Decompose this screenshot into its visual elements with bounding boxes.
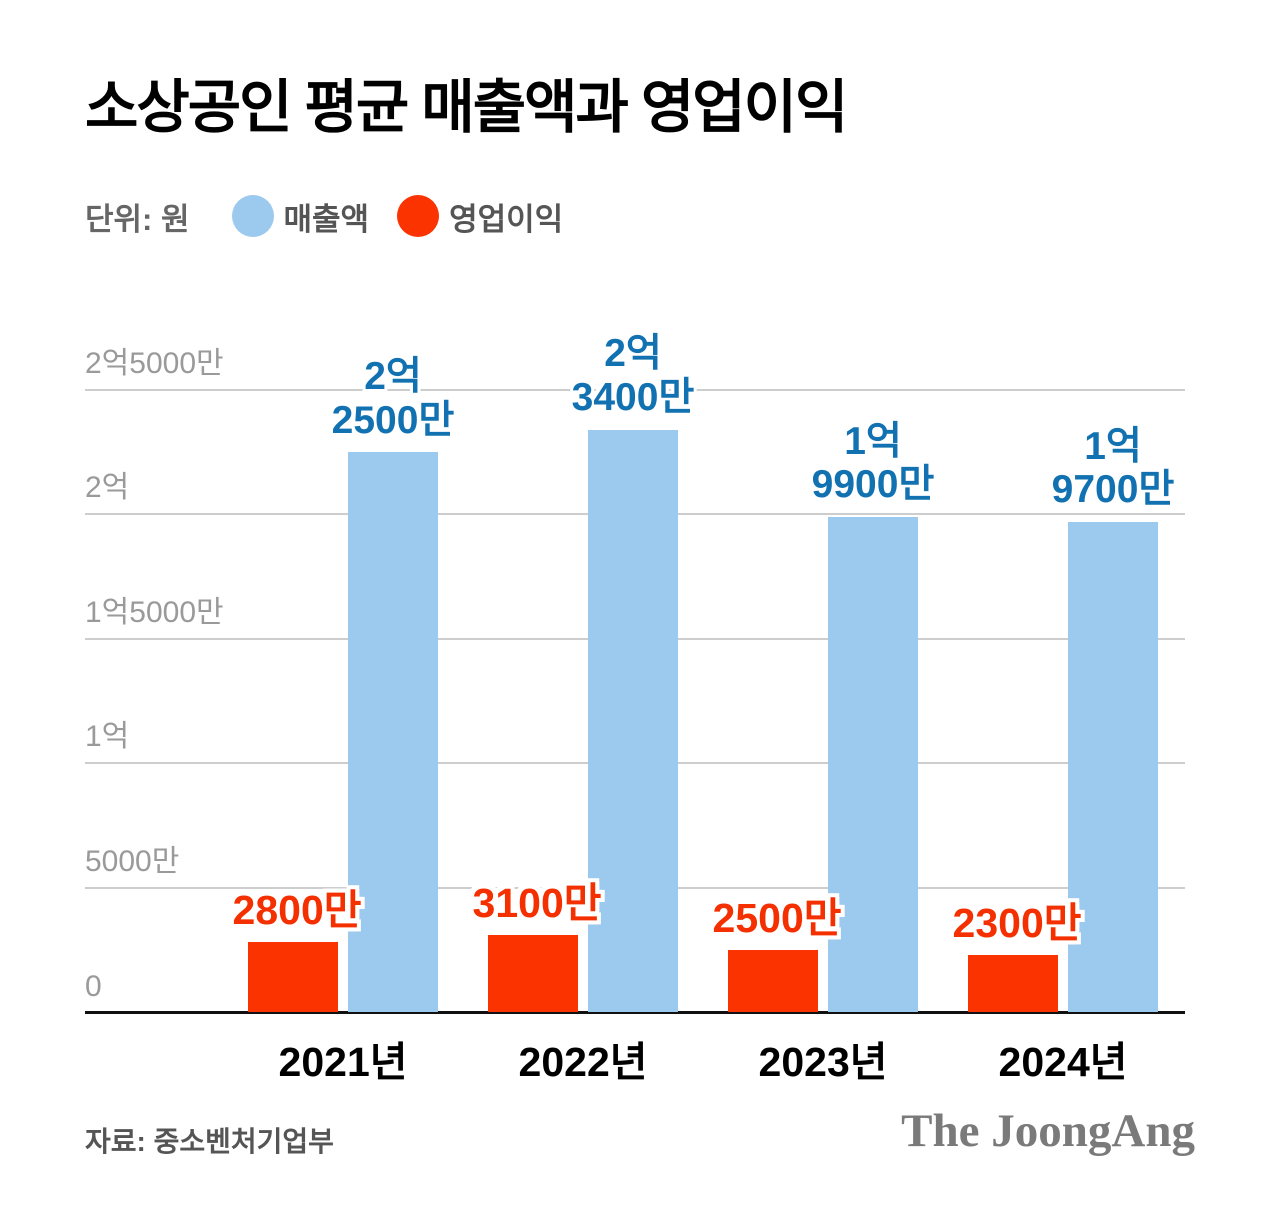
- page-title: 소상공인 평균 매출액과 영업이익: [85, 75, 848, 140]
- x-axis-baseline: [85, 1011, 1185, 1014]
- gridline: [85, 389, 1185, 391]
- legend-label-profit: 영업이익: [449, 201, 564, 237]
- revenue-bar-2023년: [828, 516, 918, 1012]
- x-axis-label-2024년: 2024년: [998, 1039, 1128, 1085]
- y-tick-label: 5000만: [85, 844, 180, 878]
- y-tick-label: 1억: [85, 720, 130, 754]
- profit-value-label: 2300만: [952, 899, 1082, 946]
- legend-item-profit: 영업이익: [397, 194, 563, 239]
- profit-bar-2023년: [728, 949, 818, 1012]
- chart-legend: 단위: 원 매출액 영업이익: [85, 194, 591, 238]
- legend-item-revenue: 매출액: [231, 194, 370, 239]
- profit-value-label: 3100만: [472, 879, 602, 926]
- profit-bar-2024년: [968, 954, 1058, 1012]
- revenue-legend-dot-icon: [231, 195, 274, 237]
- source-label: 자료: 중소벤처기업부: [85, 1126, 334, 1157]
- joongang-logo: The JoongAng: [901, 1105, 1195, 1157]
- revenue-bar-2021년: [348, 452, 438, 1012]
- revenue-value-label: 1억 9900만: [811, 419, 935, 507]
- revenue-value-label: 1억 9700만: [1051, 424, 1175, 512]
- profit-legend-dot-icon: [397, 195, 440, 237]
- x-axis-label-2021년: 2021년: [278, 1039, 408, 1085]
- profit-value-label: 2500만: [712, 894, 842, 941]
- x-axis-label-2022년: 2022년: [518, 1039, 648, 1085]
- revenue-bar-2024년: [1068, 521, 1158, 1012]
- revenue-value-label: 2억 2500만: [331, 354, 455, 442]
- profit-bar-2022년: [488, 934, 578, 1012]
- legend-label-revenue: 매출액: [283, 201, 370, 237]
- y-tick-label: 2억: [85, 471, 130, 505]
- y-tick-label: 1억5000만: [85, 595, 224, 629]
- y-tick-label: 2억5000만: [85, 347, 224, 380]
- revenue-value-label: 2억 3400만: [571, 332, 695, 420]
- profit-value-label: 2800만: [232, 887, 362, 934]
- x-axis-label-2023년: 2023년: [758, 1039, 888, 1085]
- revenue-bar-2022년: [588, 429, 678, 1012]
- y-tick-label: 0: [85, 970, 102, 1003]
- unit-label: 단위: 원: [85, 201, 190, 237]
- profit-bar-2021년: [248, 942, 338, 1012]
